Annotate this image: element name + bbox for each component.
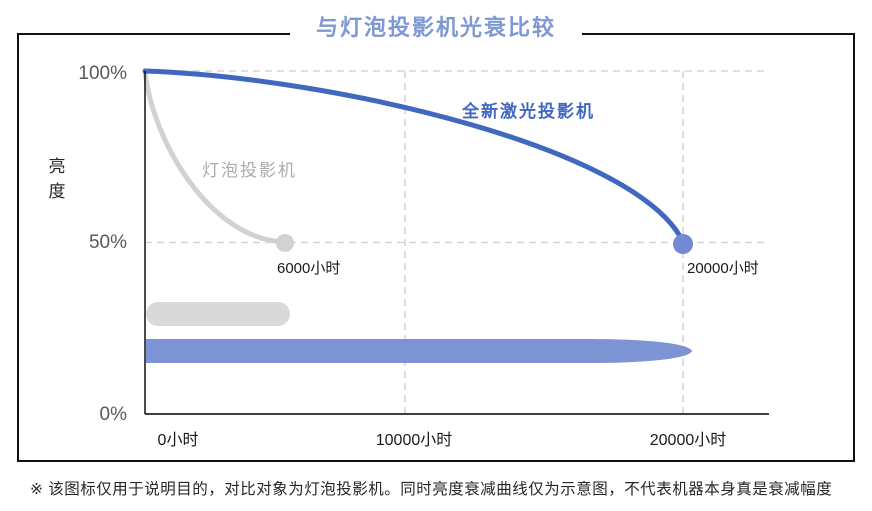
lamp-lifetime-bar	[146, 302, 290, 326]
chart-frame	[17, 33, 855, 462]
chart-title-wrap: 与灯泡投影机光衰比较	[0, 10, 872, 42]
y-tick-100: 100%	[78, 63, 127, 84]
y-axis-title: 亮度	[48, 157, 66, 201]
chart-title: 与灯泡投影机光衰比较	[289, 10, 582, 42]
laser-endpoint-dot	[673, 234, 693, 254]
footnote: ※ 该图标仅用于说明目的，对比对象为灯泡投影机。同时亮度衰减曲线仅为示意图，不代…	[30, 481, 833, 498]
x-tick-10000h: 10000小时	[375, 432, 453, 449]
laser-endpoint-label: 20000小时	[687, 260, 759, 277]
lamp-series-label: 灯泡投影机	[202, 161, 297, 180]
lamp-endpoint-label: 6000小时	[277, 260, 341, 277]
y-tick-0: 0%	[99, 404, 127, 425]
x-tick-20000h: 20000小时	[649, 432, 727, 449]
y-tick-50: 50%	[88, 232, 127, 253]
laser-decay-curve	[142, 68, 686, 245]
x-tick-0h: 0小时	[157, 432, 199, 449]
laser-series-label: 全新激光投影机	[462, 102, 595, 121]
lamp-decay-curve	[142, 68, 288, 245]
laser-lifetime-bar	[146, 339, 692, 363]
lamp-endpoint-dot	[276, 234, 294, 252]
